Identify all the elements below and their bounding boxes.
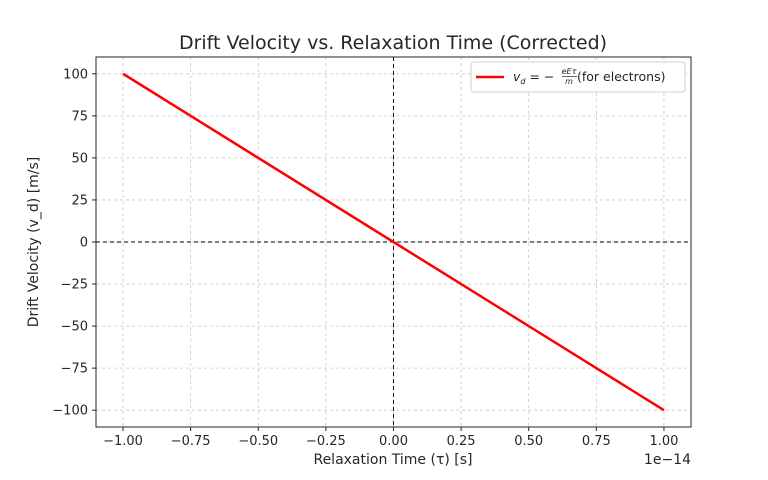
x-offset-label: 1e−14: [644, 452, 691, 468]
y-tick-label: 50: [71, 151, 88, 166]
series-line: [122, 72, 665, 412]
y-tick-label: 100: [63, 67, 88, 82]
y-axis-label: Drift Velocity (v_d) [m/s]: [26, 157, 42, 328]
y-tick-label: 75: [71, 109, 88, 124]
legend-eq: = −: [525, 69, 554, 84]
x-tick-label: 1.00: [649, 434, 678, 449]
x-ticks: −1.00 −0.75 −0.50 −0.25 0.00 0.25 0.50 0.75 1.00: [103, 427, 678, 449]
legend-v: v: [513, 69, 521, 84]
legend-box: [470, 61, 686, 93]
series-layer: [122, 72, 665, 412]
legend-num: eEτ: [562, 67, 577, 76]
y-ticks: −100 −75 −50 −25 0 25 50 75 100: [52, 67, 96, 419]
x-tick-label: 0.25: [447, 434, 476, 449]
chart-title: Drift Velocity vs. Relaxation Time (Corr…: [179, 32, 607, 54]
y-tick-label: 0: [80, 236, 88, 251]
y-tick-label: −75: [61, 362, 88, 377]
legend: vd = − eEτ m (for electrons): [470, 61, 686, 93]
y-tick-label: −25: [61, 278, 88, 293]
y-tick-label: −100: [52, 404, 88, 419]
x-tick-label: −0.50: [238, 434, 278, 449]
y-tick-label: −50: [61, 320, 88, 335]
x-tick-label: 0.00: [379, 434, 408, 449]
x-axis-label: Relaxation Time (τ) [s]: [313, 452, 472, 468]
x-tick-label: −1.00: [103, 434, 143, 449]
legend-label: vd = −: [513, 69, 554, 86]
x-tick-label: −0.25: [306, 434, 346, 449]
legend-sub: d: [520, 77, 526, 86]
x-tick-label: 0.75: [582, 434, 611, 449]
legend-suffix: (for electrons): [577, 69, 666, 84]
x-tick-label: −0.75: [171, 434, 211, 449]
legend-den: m: [565, 77, 573, 86]
x-tick-label: 0.50: [514, 434, 543, 449]
y-tick-label: 25: [71, 193, 88, 208]
